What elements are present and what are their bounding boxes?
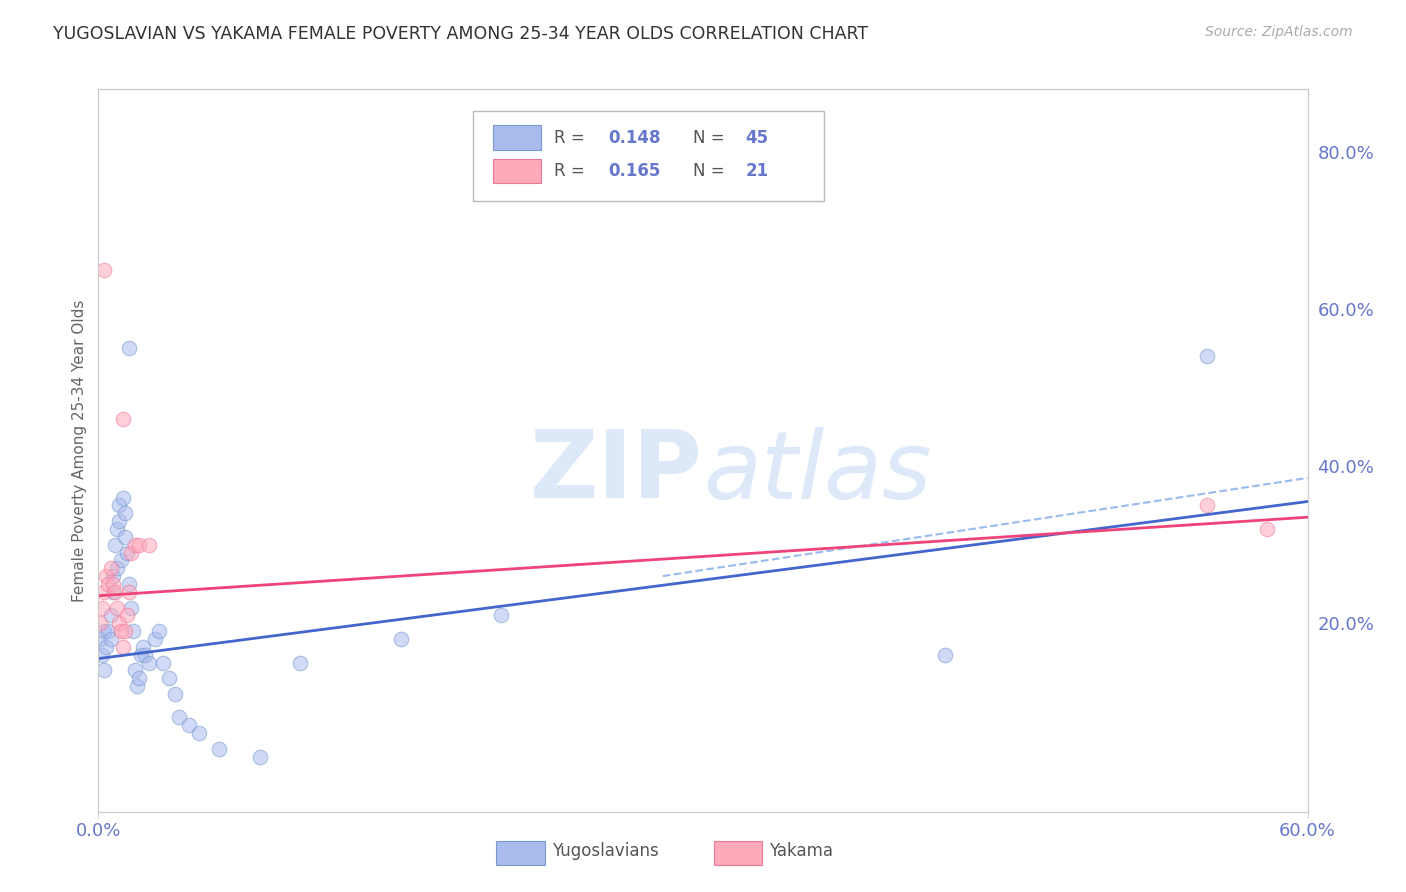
Point — [121, 624, 143, 639]
Point — [124, 538, 146, 552]
Point — [114, 624, 136, 639]
Point — [101, 569, 124, 583]
Point — [93, 262, 115, 277]
Point — [101, 584, 124, 599]
Point — [118, 577, 141, 591]
Text: N =: N = — [693, 161, 730, 180]
Point — [114, 530, 136, 544]
Point — [132, 640, 155, 654]
Point — [120, 600, 142, 615]
Point — [157, 671, 180, 685]
Text: Yakama: Yakama — [769, 842, 834, 861]
Text: N =: N = — [693, 128, 730, 146]
Text: 45: 45 — [745, 128, 769, 146]
Point — [143, 632, 166, 646]
FancyBboxPatch shape — [492, 126, 541, 150]
Point — [115, 608, 138, 623]
Point — [1256, 522, 1278, 536]
Point — [138, 656, 160, 670]
Point — [96, 569, 118, 583]
Point — [491, 608, 513, 623]
Point — [389, 632, 412, 646]
Point — [100, 632, 122, 646]
Point — [249, 749, 271, 764]
FancyBboxPatch shape — [496, 840, 544, 865]
Point — [1195, 349, 1218, 363]
Point — [105, 522, 128, 536]
Text: 0.148: 0.148 — [609, 128, 661, 146]
Point — [110, 553, 132, 567]
Point — [134, 648, 156, 662]
FancyBboxPatch shape — [474, 111, 824, 202]
Point — [138, 538, 160, 552]
Point — [118, 584, 141, 599]
Point — [288, 656, 311, 670]
Point — [111, 412, 134, 426]
Point — [93, 624, 115, 639]
Point — [148, 624, 170, 639]
Text: R =: R = — [554, 128, 591, 146]
Point — [89, 616, 111, 631]
Point — [118, 342, 141, 356]
Text: YUGOSLAVIAN VS YAKAMA FEMALE POVERTY AMONG 25-34 YEAR OLDS CORRELATION CHART: YUGOSLAVIAN VS YAKAMA FEMALE POVERTY AMO… — [53, 25, 869, 43]
Point — [128, 671, 150, 685]
Point — [188, 726, 211, 740]
Text: ZIP: ZIP — [530, 426, 703, 518]
FancyBboxPatch shape — [492, 159, 541, 183]
Point — [103, 538, 125, 552]
Y-axis label: Female Poverty Among 25-34 Year Olds: Female Poverty Among 25-34 Year Olds — [72, 300, 87, 601]
Point — [105, 561, 128, 575]
Point — [93, 664, 115, 678]
Point — [91, 648, 114, 662]
Point — [152, 656, 174, 670]
Point — [89, 632, 111, 646]
Text: 21: 21 — [745, 161, 769, 180]
Text: Yugoslavians: Yugoslavians — [551, 842, 658, 861]
Point — [163, 687, 186, 701]
Point — [100, 608, 122, 623]
Point — [111, 640, 134, 654]
Point — [107, 616, 129, 631]
Point — [124, 664, 146, 678]
Text: 0.165: 0.165 — [609, 161, 661, 180]
Point — [120, 545, 142, 559]
Point — [93, 584, 115, 599]
Point — [125, 679, 148, 693]
Point — [107, 514, 129, 528]
Point — [105, 600, 128, 615]
Point — [107, 499, 129, 513]
Text: R =: R = — [554, 161, 591, 180]
Point — [114, 506, 136, 520]
Point — [128, 538, 150, 552]
Point — [110, 624, 132, 639]
Point — [208, 742, 231, 756]
Point — [101, 577, 124, 591]
Point — [91, 600, 114, 615]
Point — [179, 718, 201, 732]
Point — [96, 640, 118, 654]
Point — [129, 648, 152, 662]
Text: Source: ZipAtlas.com: Source: ZipAtlas.com — [1205, 25, 1353, 39]
Text: atlas: atlas — [703, 426, 931, 517]
Point — [167, 710, 190, 724]
Point — [934, 648, 956, 662]
Point — [97, 624, 120, 639]
FancyBboxPatch shape — [714, 840, 762, 865]
Point — [97, 577, 120, 591]
Point — [111, 491, 134, 505]
Point — [115, 545, 138, 559]
Point — [1195, 499, 1218, 513]
Point — [103, 584, 125, 599]
Point — [100, 561, 122, 575]
